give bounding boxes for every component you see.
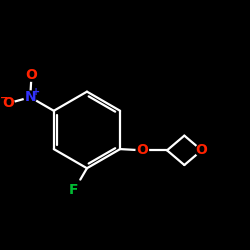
Text: +: + bbox=[32, 87, 40, 97]
Text: N: N bbox=[24, 90, 36, 104]
Circle shape bbox=[25, 69, 38, 81]
Text: F: F bbox=[68, 184, 78, 198]
Circle shape bbox=[24, 91, 36, 104]
Circle shape bbox=[2, 97, 14, 110]
Circle shape bbox=[136, 144, 148, 156]
Text: O: O bbox=[2, 96, 14, 110]
Text: O: O bbox=[196, 143, 207, 157]
Circle shape bbox=[196, 144, 208, 156]
Text: O: O bbox=[26, 68, 38, 82]
Circle shape bbox=[67, 184, 80, 197]
Text: O: O bbox=[136, 143, 148, 157]
Text: −: − bbox=[0, 93, 8, 103]
